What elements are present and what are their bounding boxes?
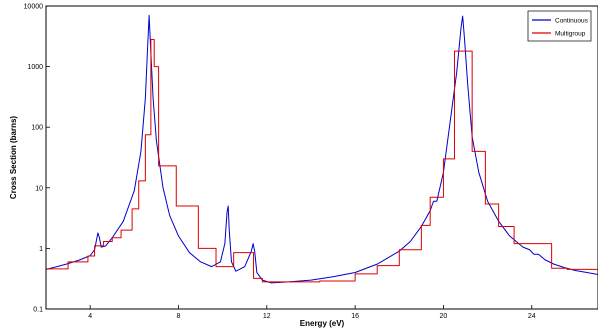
legend-label-multigroup: Multigroup bbox=[555, 31, 586, 38]
y-tick-label: 1 bbox=[39, 246, 43, 253]
x-tick-label: 16 bbox=[351, 313, 359, 320]
x-axis-title: Energy (eV) bbox=[300, 319, 345, 328]
legend-label-continuous: Continuous bbox=[555, 18, 589, 25]
y-tick-label: 1000 bbox=[27, 64, 43, 71]
series-layer bbox=[46, 14, 598, 284]
x-tick-label: 8 bbox=[177, 313, 181, 320]
y-tick-label: 10 bbox=[35, 185, 43, 192]
y-tick-label: 0.1 bbox=[33, 307, 43, 314]
legend-box bbox=[527, 10, 592, 42]
x-tick-label: 4 bbox=[88, 313, 92, 320]
y-tick-label: 100 bbox=[31, 125, 43, 132]
y-axis: 0.1 1 10 100 1000 10000 bbox=[24, 4, 50, 314]
plot-frame bbox=[45, 5, 598, 310]
y-tick-label: 10000 bbox=[24, 4, 44, 11]
x-tick-label: 12 bbox=[263, 313, 271, 320]
x-axis: 4 8 12 16 20 24 bbox=[88, 305, 536, 320]
series-line-multigroup bbox=[46, 39, 598, 283]
legend: Continuous Multigroup bbox=[527, 10, 592, 42]
x-tick-label: 24 bbox=[528, 313, 536, 320]
y-axis-title: Cross Section (barns) bbox=[9, 116, 18, 199]
series-line-continuous bbox=[46, 14, 598, 284]
x-tick-label: 20 bbox=[440, 313, 448, 320]
plot-area bbox=[45, 5, 598, 310]
